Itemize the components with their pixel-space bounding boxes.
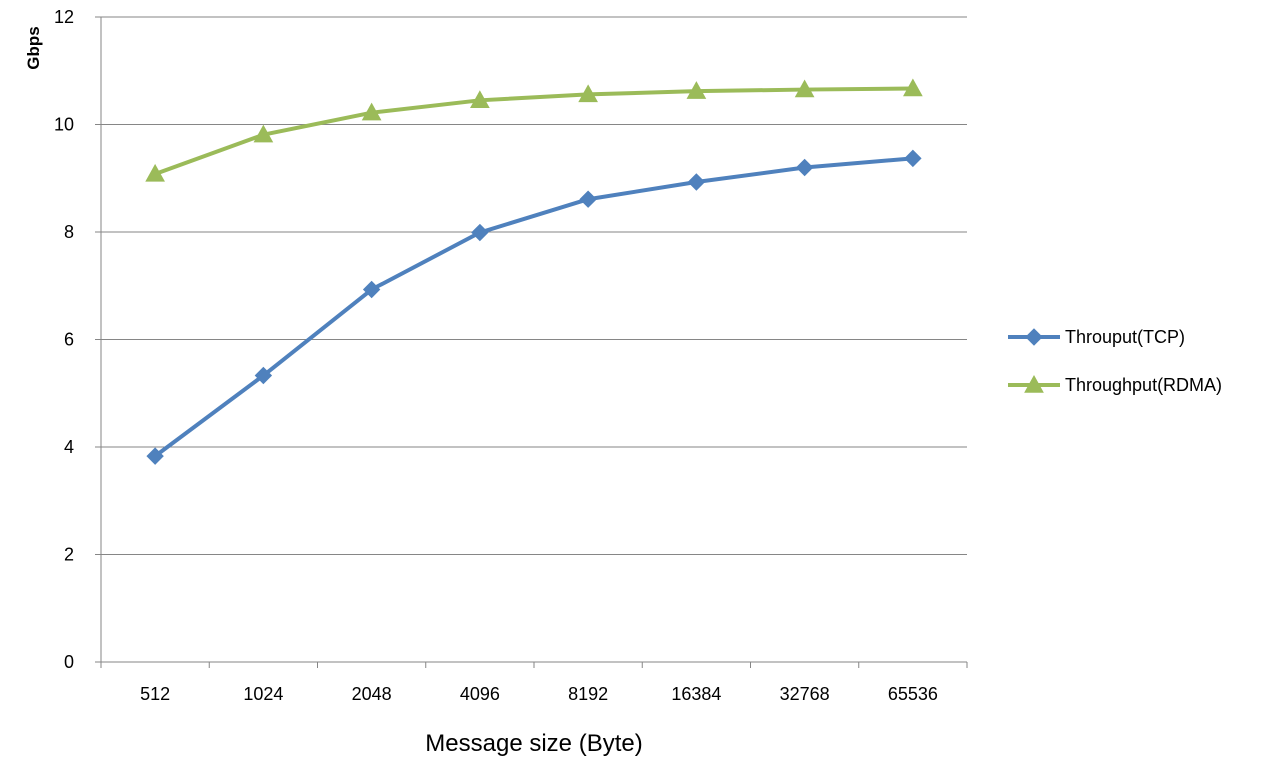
- data-point: [471, 223, 489, 242]
- x-tick-label: 1024: [243, 684, 283, 704]
- x-tick-label: 512: [140, 684, 170, 704]
- data-point: [579, 190, 597, 208]
- data-point: [687, 173, 706, 191]
- data-point: [794, 79, 815, 98]
- y-tick-label: 4: [64, 437, 74, 457]
- x-tick-label: 2048: [352, 684, 392, 704]
- legend-item: Throuput(TCP): [1008, 327, 1185, 347]
- data-point: [686, 81, 707, 99]
- y-tick-label: 12: [54, 7, 74, 27]
- legend-label: Throuput(TCP): [1065, 327, 1185, 347]
- data-point: [254, 366, 273, 385]
- legend-label: Throughput(RDMA): [1065, 375, 1222, 395]
- x-tick-label: 16384: [671, 684, 721, 704]
- y-tick-label: 2: [64, 545, 74, 565]
- x-tick-label: 4096: [460, 684, 500, 704]
- data-point: [903, 78, 923, 97]
- y-axis-ticks: 0 2 4 6 8 10 12: [54, 7, 101, 672]
- data-point: [361, 102, 382, 121]
- legend-item: Throughput(RDMA): [1008, 374, 1222, 395]
- series-rdma: [145, 78, 923, 182]
- data-point: [904, 149, 922, 168]
- y-tick-label: 6: [64, 330, 74, 350]
- x-tick-label: 65536: [888, 684, 938, 704]
- data-point: [146, 447, 164, 465]
- data-point: [253, 124, 274, 143]
- x-tick-label: 8192: [568, 684, 608, 704]
- data-point: [578, 84, 598, 103]
- series-line: [154, 86, 913, 176]
- y-tick-label: 10: [54, 115, 74, 135]
- gridlines: [101, 16, 967, 555]
- legend-marker: [1025, 328, 1043, 346]
- series-line: [153, 156, 914, 458]
- data-point: [145, 163, 165, 182]
- series-tcp: [146, 149, 922, 465]
- y-axis-title: Gbps: [24, 26, 43, 69]
- data-point: [470, 90, 490, 109]
- x-axis-title: Message size (Byte): [425, 730, 642, 757]
- y-tick-label: 0: [64, 652, 74, 672]
- x-axis-ticks: 512 1024 2048 4096 8192 16384 32768 65536: [100, 662, 968, 704]
- data-point: [362, 280, 381, 299]
- legend: Throuput(TCP) Throughput(RDMA): [1008, 327, 1222, 395]
- x-tick-label: 32768: [780, 684, 830, 704]
- legend-marker: [1024, 374, 1044, 393]
- series-layer: [145, 78, 923, 465]
- y-tick-label: 8: [64, 222, 74, 242]
- data-point: [795, 158, 814, 177]
